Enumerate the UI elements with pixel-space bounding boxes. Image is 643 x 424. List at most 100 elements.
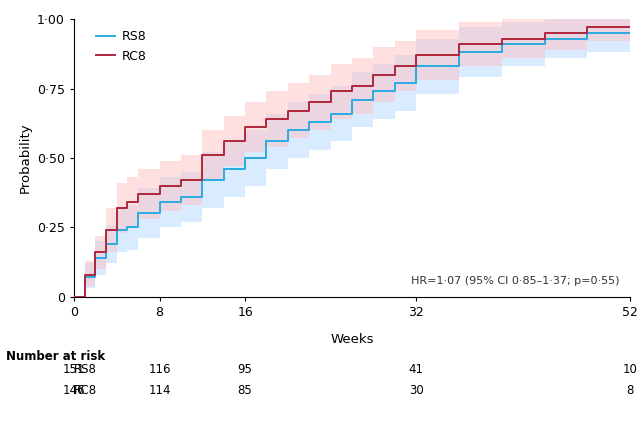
Text: Weeks: Weeks — [331, 333, 374, 346]
RC8 — [177, 183, 185, 188]
RS8 — [349, 97, 356, 102]
RC8 — [102, 250, 110, 255]
RS8 — [391, 89, 399, 94]
RC8 — [123, 205, 131, 210]
RS8 — [262, 156, 270, 161]
RC8 — [583, 25, 591, 30]
RC8 — [284, 117, 292, 122]
RS8 — [199, 178, 206, 183]
RS8 — [412, 81, 420, 86]
RS8 — [220, 178, 228, 183]
RS8 — [241, 156, 249, 161]
RS8 — [455, 50, 463, 55]
RC8 — [370, 83, 377, 88]
RS8 — [134, 225, 142, 230]
RS8 — [177, 194, 185, 199]
RS8 — [81, 294, 89, 299]
RS8 — [583, 31, 591, 36]
RC8 — [349, 89, 356, 94]
RC8 — [498, 42, 505, 47]
RS8 — [156, 211, 163, 216]
RC8 — [70, 294, 78, 299]
RC8 — [305, 108, 313, 113]
RS8 — [199, 194, 206, 199]
RS8 — [70, 294, 78, 299]
Text: 30: 30 — [409, 384, 424, 397]
Y-axis label: Probability: Probability — [19, 123, 32, 193]
RC8 — [626, 25, 634, 30]
RC8 — [156, 192, 163, 197]
Text: 85: 85 — [238, 384, 253, 397]
Text: 146: 146 — [63, 384, 85, 397]
RC8 — [102, 228, 110, 233]
RS8 — [412, 64, 420, 69]
RS8 — [455, 64, 463, 69]
RS8 — [305, 119, 313, 124]
Text: 10: 10 — [622, 363, 638, 376]
RC8 — [81, 272, 89, 277]
RS8 — [349, 111, 356, 116]
RC8 — [156, 183, 163, 188]
RC8 — [134, 200, 142, 205]
RS8 — [102, 255, 110, 260]
RC8 — [412, 64, 420, 69]
Line: RS8: RS8 — [74, 33, 630, 297]
RC8 — [541, 36, 548, 41]
RS8 — [498, 42, 505, 47]
RS8 — [391, 81, 399, 86]
RC8 — [541, 31, 548, 36]
RC8 — [391, 72, 399, 77]
RC8 — [262, 125, 270, 130]
Text: HR=1·07 (95% CI 0·85–1·37; p=0·55): HR=1·07 (95% CI 0·85–1·37; p=0·55) — [410, 276, 619, 286]
RC8 — [262, 117, 270, 122]
RC8 — [412, 53, 420, 58]
RS8 — [327, 119, 334, 124]
Line: RC8: RC8 — [74, 28, 630, 297]
RC8 — [391, 64, 399, 69]
RC8 — [327, 89, 334, 94]
Text: 41: 41 — [409, 363, 424, 376]
Text: RC8: RC8 — [74, 384, 97, 397]
Legend: RS8, RC8: RS8, RC8 — [91, 25, 151, 67]
RS8 — [177, 200, 185, 205]
RC8 — [199, 178, 206, 183]
RS8 — [91, 255, 99, 260]
RC8 — [123, 200, 131, 205]
RC8 — [583, 31, 591, 36]
RS8 — [123, 228, 131, 233]
RS8 — [284, 128, 292, 133]
RC8 — [113, 228, 121, 233]
RS8 — [370, 97, 377, 102]
Text: 114: 114 — [149, 384, 171, 397]
RC8 — [113, 205, 121, 210]
RC8 — [305, 100, 313, 105]
RS8 — [113, 228, 121, 233]
RS8 — [241, 167, 249, 172]
RS8 — [541, 36, 548, 41]
RC8 — [327, 100, 334, 105]
RC8 — [177, 178, 185, 183]
Text: 95: 95 — [238, 363, 253, 376]
RC8 — [199, 153, 206, 158]
RC8 — [134, 192, 142, 197]
RC8 — [498, 36, 505, 41]
RS8 — [102, 242, 110, 247]
Text: 151: 151 — [63, 363, 85, 376]
RS8 — [134, 211, 142, 216]
RS8 — [113, 242, 121, 247]
RC8 — [241, 125, 249, 130]
RC8 — [349, 83, 356, 88]
Text: Number at risk: Number at risk — [6, 350, 105, 363]
Text: RS8: RS8 — [74, 363, 97, 376]
RS8 — [284, 139, 292, 144]
RC8 — [81, 294, 89, 299]
RS8 — [220, 167, 228, 172]
RS8 — [626, 31, 634, 36]
RC8 — [220, 139, 228, 144]
RS8 — [327, 111, 334, 116]
Text: 8: 8 — [626, 384, 634, 397]
RC8 — [455, 53, 463, 58]
RC8 — [91, 250, 99, 255]
RC8 — [241, 139, 249, 144]
RS8 — [262, 139, 270, 144]
